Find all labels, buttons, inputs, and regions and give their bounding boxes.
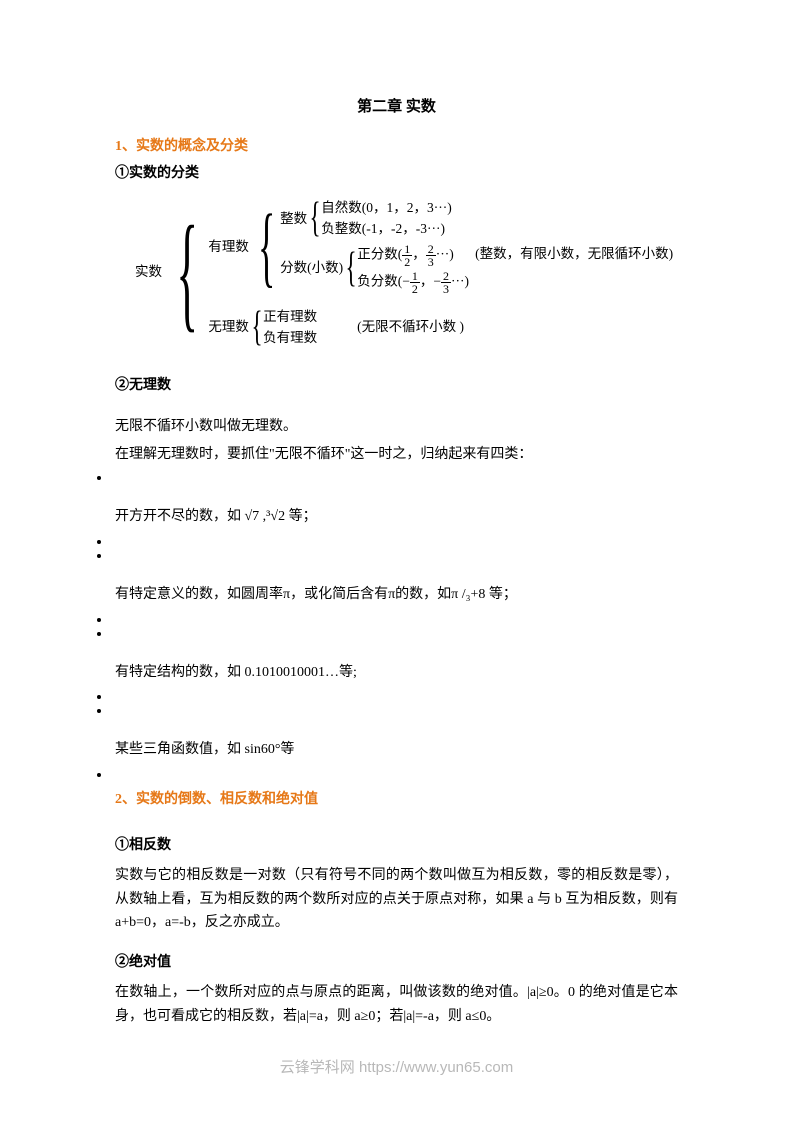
s1-p2: 在理解无理数时，要抓住"无限不循环"这一时之，归纳起来有四类： (115, 443, 678, 467)
tree-neg-frac: 负分数(−12，−23···) (357, 269, 673, 296)
section1-sub2: ②无理数 (115, 374, 678, 398)
page-footer: 云锋学科网 https://www.yun65.com (0, 1055, 793, 1081)
tree-neg-irr: 负有理数 (263, 328, 317, 349)
brace-icon: { (258, 206, 275, 287)
list-bullet (115, 704, 678, 718)
s1-item2: 有特定意义的数，如圆周率π，或化简后含有π的数，如π /₃+8 等； (115, 583, 678, 607)
tree-irrational: 无理数 (208, 318, 249, 337)
s1-item4: 某些三角函数值，如 sin60°等 (115, 738, 678, 762)
list-bullet (115, 627, 678, 641)
brace-icon: { (251, 308, 262, 348)
section2-sub1: ①相反数 (115, 834, 678, 858)
brace-icon: { (310, 199, 321, 239)
tree-fractions: 分数(小数) (280, 259, 343, 278)
tree-irr-note: (无限不循环小数 ) (357, 318, 464, 337)
tree-frac-note: (整数，有限小数，无限循环小数) (475, 246, 673, 261)
tree-naturals: 自然数(0，1，2，3···) (321, 198, 451, 219)
tree-pos-frac: 正分数(12，23···) (整数，有限小数，无限循环小数) (357, 242, 673, 269)
s1-p1: 无限不循环小数叫做无理数。 (115, 415, 678, 439)
tree-integers: 整数 (280, 210, 307, 229)
section1-sub1: ①实数的分类 (115, 162, 678, 186)
tree-root: 实数 (135, 263, 162, 282)
section1-header: 1、实数的概念及分类 (115, 135, 678, 159)
list-bullet (115, 768, 678, 782)
tree-neg-ints: 负整数(-1，-2，-3···) (321, 219, 451, 240)
list-bullet (115, 471, 678, 485)
s2-p2: 在数轴上，一个数所对应的点与原点的距离，叫做该数的绝对值。|a|≥0。0 的绝对… (115, 981, 678, 1029)
list-bullet (115, 535, 678, 549)
section2-header: 2、实数的倒数、相反数和绝对值 (115, 788, 678, 812)
s1-item3: 有特定结构的数，如 0.1010010001…等; (115, 661, 678, 685)
list-bullet (115, 549, 678, 563)
brace-icon: { (346, 249, 357, 289)
s1-item1: 开方开不尽的数，如 √7 ,³√2 等； (115, 505, 678, 529)
chapter-title: 第二章 实数 (115, 95, 678, 121)
list-bullet (115, 690, 678, 704)
s2-p1: 实数与它的相反数是一对数（只有符号不同的两个数叫做互为相反数，零的相反数是零），… (115, 864, 678, 935)
brace-icon: { (176, 214, 198, 331)
section2-sub2: ②绝对值 (115, 951, 678, 975)
classification-tree: 实数 { 有理数 { 整数 { 自然数(0，1，2，3···) 负整数(-1，-… (135, 196, 678, 350)
tree-rational: 有理数 (208, 238, 249, 257)
tree-pos-irr: 正有理数 (263, 307, 317, 328)
list-bullet (115, 613, 678, 627)
